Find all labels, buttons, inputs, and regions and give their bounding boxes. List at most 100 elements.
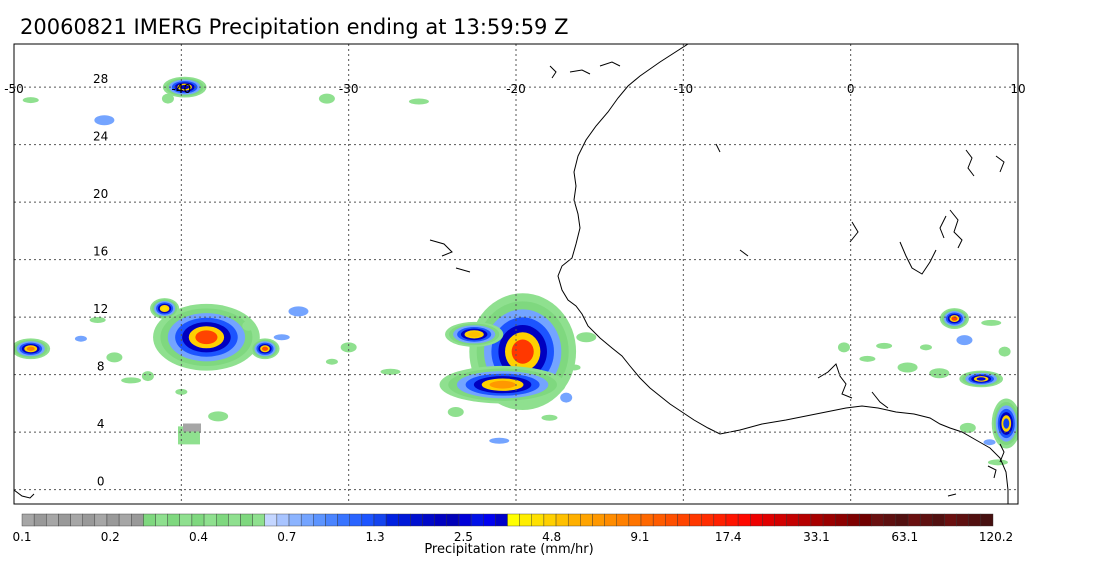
colorbar-swatch	[616, 513, 630, 527]
precip-core	[161, 306, 168, 311]
precip-speck	[106, 352, 123, 363]
precip-core	[489, 380, 516, 389]
colorbar-swatch	[276, 513, 290, 527]
precip-core	[468, 331, 481, 337]
precip-speck	[89, 317, 106, 323]
precip-speck	[489, 437, 510, 444]
colorbar-swatch	[543, 513, 557, 527]
colorbar-swatch	[349, 513, 363, 527]
colorbar-swatch	[46, 513, 59, 527]
colorbar-swatch	[932, 513, 945, 527]
colorbar	[21, 513, 994, 527]
colorbar-swatch	[240, 513, 253, 527]
colorbar-swatch	[131, 513, 144, 527]
colorbar-swatch	[665, 513, 678, 527]
precip-speck	[998, 346, 1011, 357]
colorbar-swatch	[592, 513, 605, 527]
colorbar-swatch	[822, 513, 836, 527]
colorbar-swatch	[835, 513, 848, 527]
precip-cell-mcs-west	[153, 303, 260, 371]
precip-patch-gray	[183, 423, 202, 432]
lat-label: 12	[93, 302, 108, 316]
precip-speck	[22, 97, 39, 104]
colorbar-swatch	[410, 513, 423, 527]
precip-speck	[161, 93, 174, 104]
colorbar-swatch	[155, 513, 168, 527]
precip-speck	[325, 358, 338, 365]
map-title: 20060821 IMERG Precipitation ending at 1…	[20, 15, 569, 39]
lon-label: 0	[847, 82, 855, 96]
colorbar-swatch	[786, 513, 799, 527]
lon-label: -50	[4, 82, 24, 96]
colorbar-swatch	[470, 513, 484, 527]
precip-speck	[987, 459, 1008, 466]
colorbar-swatch	[325, 513, 338, 527]
colorbar-swatch	[82, 513, 96, 527]
precip-core	[1003, 418, 1010, 429]
lat-label: 4	[97, 417, 105, 431]
colorbar-swatch	[361, 513, 375, 527]
colorbar-tick: 2.5	[454, 530, 473, 544]
colorbar-tick: 4.8	[542, 530, 561, 544]
lon-label: 10	[1010, 82, 1025, 96]
longitude-labels: -50 -40 -30 -20 -10 0 10	[4, 82, 1025, 96]
colorbar-swatch	[580, 513, 593, 527]
colorbar-swatch	[750, 513, 763, 527]
colorbar-tick: 0.7	[277, 530, 296, 544]
lon-label: -20	[506, 82, 526, 96]
colorbar-swatch	[567, 513, 581, 527]
precip-speck	[273, 334, 290, 341]
colorbar-swatch	[191, 513, 205, 527]
colorbar-swatch	[252, 513, 265, 527]
precip-speck	[94, 115, 115, 126]
colorbar-swatch	[640, 513, 654, 527]
colorbar-swatch	[871, 513, 884, 527]
colorbar-swatch	[422, 513, 435, 527]
precip-speck	[859, 355, 876, 362]
colorbar-swatch	[446, 513, 460, 527]
colorbar-swatch	[203, 513, 217, 527]
colorbar-swatch	[21, 513, 35, 527]
colorbar-swatch	[398, 513, 411, 527]
precip-speck	[141, 371, 154, 382]
colorbar-swatch	[94, 513, 108, 527]
precip-cell-cell-east-2	[959, 370, 1004, 388]
coastline	[14, 44, 1009, 504]
precip-cell-mcs-central-south	[439, 365, 566, 404]
precip-speck	[74, 335, 87, 342]
latitude-labels: 28 24 20 16 12 8 4 0	[93, 72, 108, 489]
colorbar-swatch	[143, 513, 156, 527]
colorbar-tick: 0.4	[189, 530, 208, 544]
precip-core	[261, 346, 269, 351]
precip-cell-mcs-central-west	[445, 321, 504, 347]
colorbar-swatch	[228, 513, 241, 527]
precip-speck	[175, 388, 188, 395]
colorbar-swatch	[70, 513, 83, 527]
precip-core	[26, 346, 35, 351]
colorbar-swatch	[337, 513, 350, 527]
colorbar-swatch	[980, 513, 994, 527]
colorbar-tick-labels: 0.1 0.2 0.4 0.7 1.3 2.5 4.8 9.1 17.4 33.1 63.1 120.…	[12, 530, 1013, 544]
precip-speck	[576, 332, 597, 343]
colorbar-swatch	[956, 513, 969, 527]
colorbar-label: Precipitation rate (mm/hr)	[424, 542, 594, 557]
lat-lon-gridlines	[14, 44, 1018, 504]
colorbar-swatch	[483, 513, 496, 527]
colorbar-swatch	[701, 513, 715, 527]
precip-speck	[208, 411, 229, 422]
colorbar-tick: 63.1	[891, 530, 918, 544]
colorbar-swatch	[689, 513, 702, 527]
precip-cell-cell-east-1	[939, 308, 969, 329]
colorbar-swatch	[774, 513, 787, 527]
lat-label: 16	[93, 245, 108, 259]
colorbar-swatch	[737, 513, 751, 527]
lat-label: 20	[93, 187, 108, 201]
precip-speck	[568, 364, 581, 371]
precip-speck	[288, 306, 309, 317]
precip-speck	[919, 344, 932, 351]
precip-speck	[897, 362, 918, 373]
colorbar-swatch	[458, 513, 472, 527]
colorbar-swatch	[495, 513, 508, 527]
colorbar-swatch	[434, 513, 448, 527]
